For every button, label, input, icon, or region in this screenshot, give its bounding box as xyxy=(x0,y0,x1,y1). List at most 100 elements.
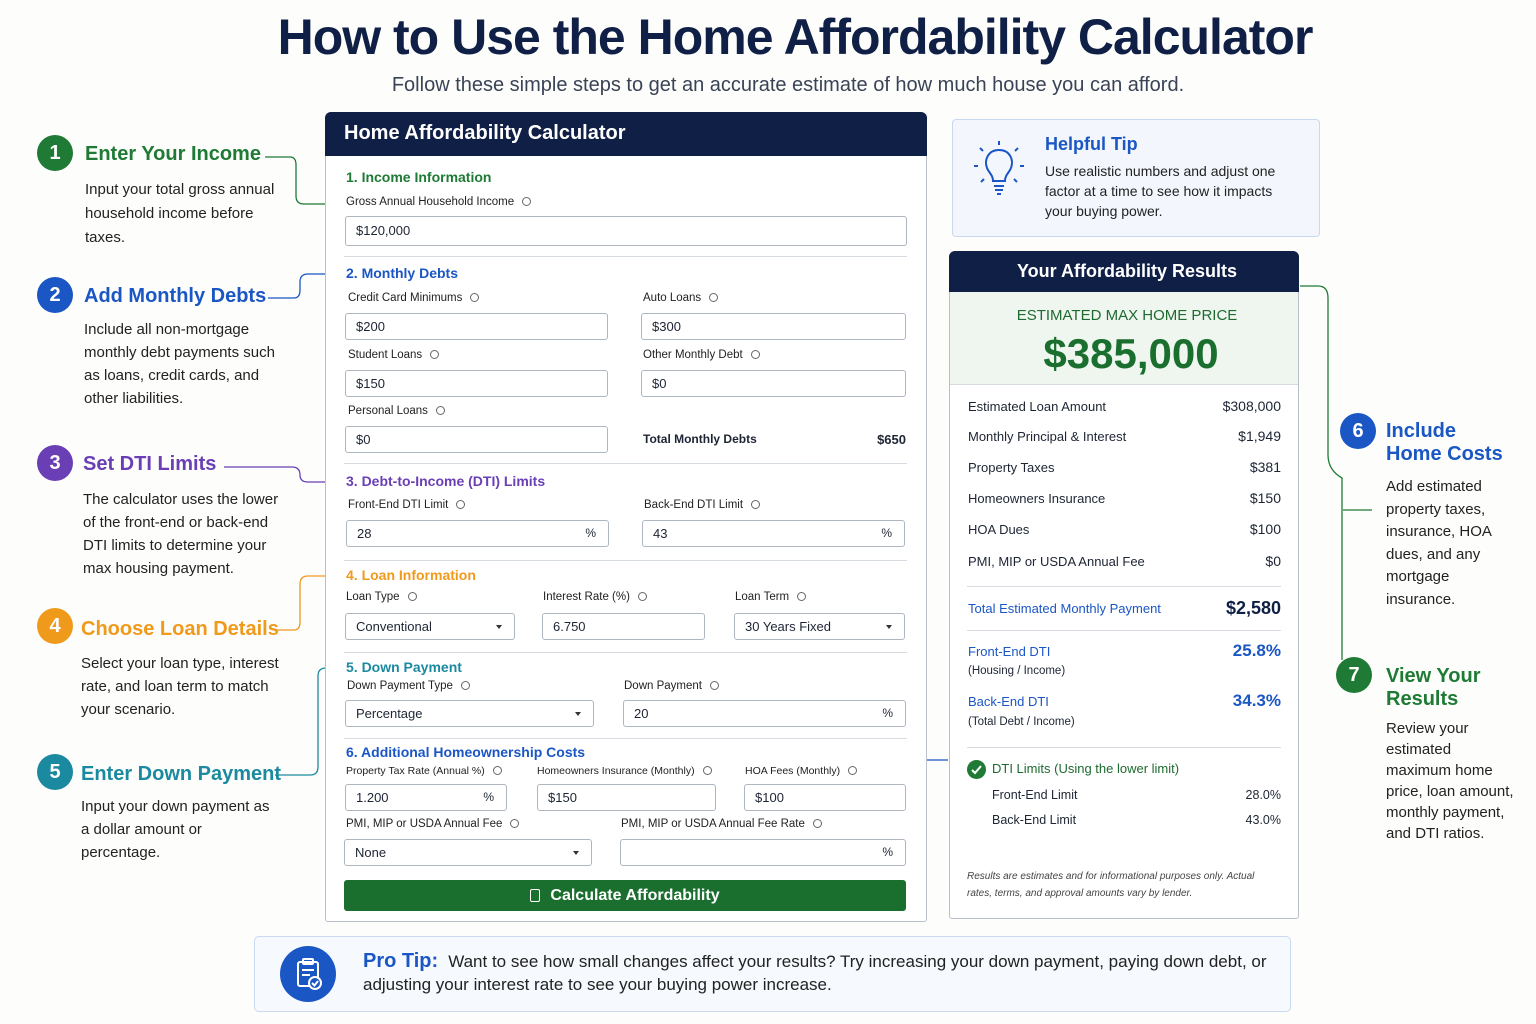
result-label: PMI, MIP or USDA Annual Fee xyxy=(968,554,1145,569)
info-icon xyxy=(435,406,445,415)
calculate-button[interactable]: Calculate Affordability xyxy=(344,880,906,911)
step-badge: 6 xyxy=(1340,413,1376,449)
input-field[interactable]: $0 xyxy=(641,370,906,397)
total-payment-label: Total Estimated Monthly Payment xyxy=(968,601,1161,616)
input-value: $100 xyxy=(755,790,784,805)
input-unit: % xyxy=(585,526,596,540)
field-label: Personal Loans xyxy=(348,405,445,417)
input-field[interactable]: 30 Years Fixed xyxy=(734,613,905,640)
price-block xyxy=(950,292,1298,385)
result-label: Monthly Principal & Interest xyxy=(968,429,1127,444)
field-label: Other Monthly Debt xyxy=(643,349,760,361)
divider xyxy=(967,747,1281,748)
step-title: Choose Loan Details xyxy=(81,618,279,640)
divider xyxy=(344,560,907,561)
input-field[interactable]: $300 xyxy=(641,313,906,340)
dropdown-caret xyxy=(886,625,892,629)
field-label: PMI, MIP or USDA Annual Fee Rate xyxy=(621,818,822,830)
input-field[interactable]: Percentage xyxy=(345,700,594,727)
tip-box xyxy=(952,119,1320,237)
input-value: 6.750 xyxy=(553,619,586,634)
field-label: Loan Term xyxy=(735,591,807,603)
info-icon xyxy=(456,500,466,509)
input-field[interactable]: Conventional xyxy=(345,613,515,640)
info-icon xyxy=(709,681,719,690)
step-badge: 3 xyxy=(37,445,73,481)
page-subtitle: Follow these simple steps to get an accu… xyxy=(391,74,1185,96)
dti-value: 25.8% xyxy=(1232,641,1281,660)
input-field[interactable]: 28% xyxy=(346,520,609,547)
info-icon xyxy=(470,293,480,302)
dropdown-caret xyxy=(573,851,579,855)
input-value: 28 xyxy=(357,526,372,541)
field-label: Student Loans xyxy=(348,349,440,361)
section-heading: 4. Loan Information xyxy=(346,567,476,583)
input-value: None xyxy=(355,845,387,860)
result-label: HOA Dues xyxy=(968,522,1030,537)
input-field[interactable]: 6.750 xyxy=(542,613,705,640)
result-label: Homeowners Insurance xyxy=(968,491,1106,506)
divider xyxy=(344,463,907,464)
disclaimer: Results are estimates and for informatio… xyxy=(967,871,1255,899)
input-field[interactable]: $150 xyxy=(537,784,716,811)
step-badge: 1 xyxy=(37,135,73,171)
limit-label: Back-End Limit xyxy=(992,813,1077,827)
dti-label: Back-End DTI xyxy=(968,694,1049,709)
input-field[interactable]: $150 xyxy=(345,370,608,397)
info-icon xyxy=(407,592,417,601)
info-icon xyxy=(812,819,822,828)
step-text: Input your total gross annual household … xyxy=(85,181,275,246)
info-icon xyxy=(460,681,470,690)
input-field[interactable]: $100 xyxy=(744,784,906,811)
divider xyxy=(967,630,1281,631)
field-label: Loan Type xyxy=(346,591,417,603)
calculator-title: Home Affordability Calculator xyxy=(344,122,626,144)
input-unit: % xyxy=(881,526,892,540)
button-label: Calculate Affordability xyxy=(550,887,720,904)
pro-tip-box xyxy=(254,936,1291,1012)
input-field[interactable]: 20% xyxy=(623,700,906,727)
input-field[interactable]: $120,000 xyxy=(345,216,907,246)
field-label: Gross Annual Household Income xyxy=(346,196,532,208)
pro-tip-icon xyxy=(280,946,336,1002)
info-icon xyxy=(709,293,719,302)
input-value: $120,000 xyxy=(356,223,411,238)
input-field[interactable]: None xyxy=(344,839,592,866)
pro-tip-body: Want to see how small changes affect you… xyxy=(363,952,1267,994)
result-value: $100 xyxy=(1249,521,1281,537)
step-badge: 2 xyxy=(37,277,73,313)
field-label: Down Payment Type xyxy=(347,680,470,692)
tip-icon xyxy=(972,140,1026,198)
input-value: $0 xyxy=(652,376,667,391)
step-text: Input your down payment as a dollar amou… xyxy=(81,798,270,861)
results-title: Your Affordability Results xyxy=(1016,261,1238,281)
input-value: 43 xyxy=(653,526,668,541)
price-label: ESTIMATED MAX HOME PRICE xyxy=(1016,307,1238,324)
input-field[interactable]: 1.200% xyxy=(345,784,507,811)
page-title: How to Use the Home Affordability Calcul… xyxy=(277,9,1314,65)
section-heading: 5. Down Payment xyxy=(346,659,462,675)
calculator-header xyxy=(325,112,927,156)
input-field[interactable]: $0 xyxy=(345,426,608,453)
limit-label: Front-End Limit xyxy=(992,788,1078,802)
input-unit: % xyxy=(882,706,893,720)
input-field[interactable]: $200 xyxy=(345,313,608,340)
dti-label: Front-End DTI xyxy=(968,644,1051,659)
input-unit: % xyxy=(483,790,494,804)
info-icon xyxy=(492,766,502,775)
field-label: Down Payment xyxy=(624,680,719,692)
info-icon xyxy=(637,592,647,601)
max-price: $385,000 xyxy=(1043,330,1219,377)
input-field[interactable]: % xyxy=(620,839,906,866)
tip-title: Helpful Tip xyxy=(1045,134,1138,154)
input-field[interactable]: 43% xyxy=(642,520,905,547)
info-icon xyxy=(510,819,520,828)
step-text: Review your estimated maximum home price… xyxy=(1386,720,1514,842)
info-icon xyxy=(751,500,761,509)
limit-value: 43.0% xyxy=(1245,813,1281,827)
result-label: Estimated Loan Amount xyxy=(968,399,1107,414)
step-text: Include all non-mortgage monthly debt pa… xyxy=(84,321,275,407)
info-icon xyxy=(750,350,760,359)
dropdown-caret xyxy=(496,625,502,629)
